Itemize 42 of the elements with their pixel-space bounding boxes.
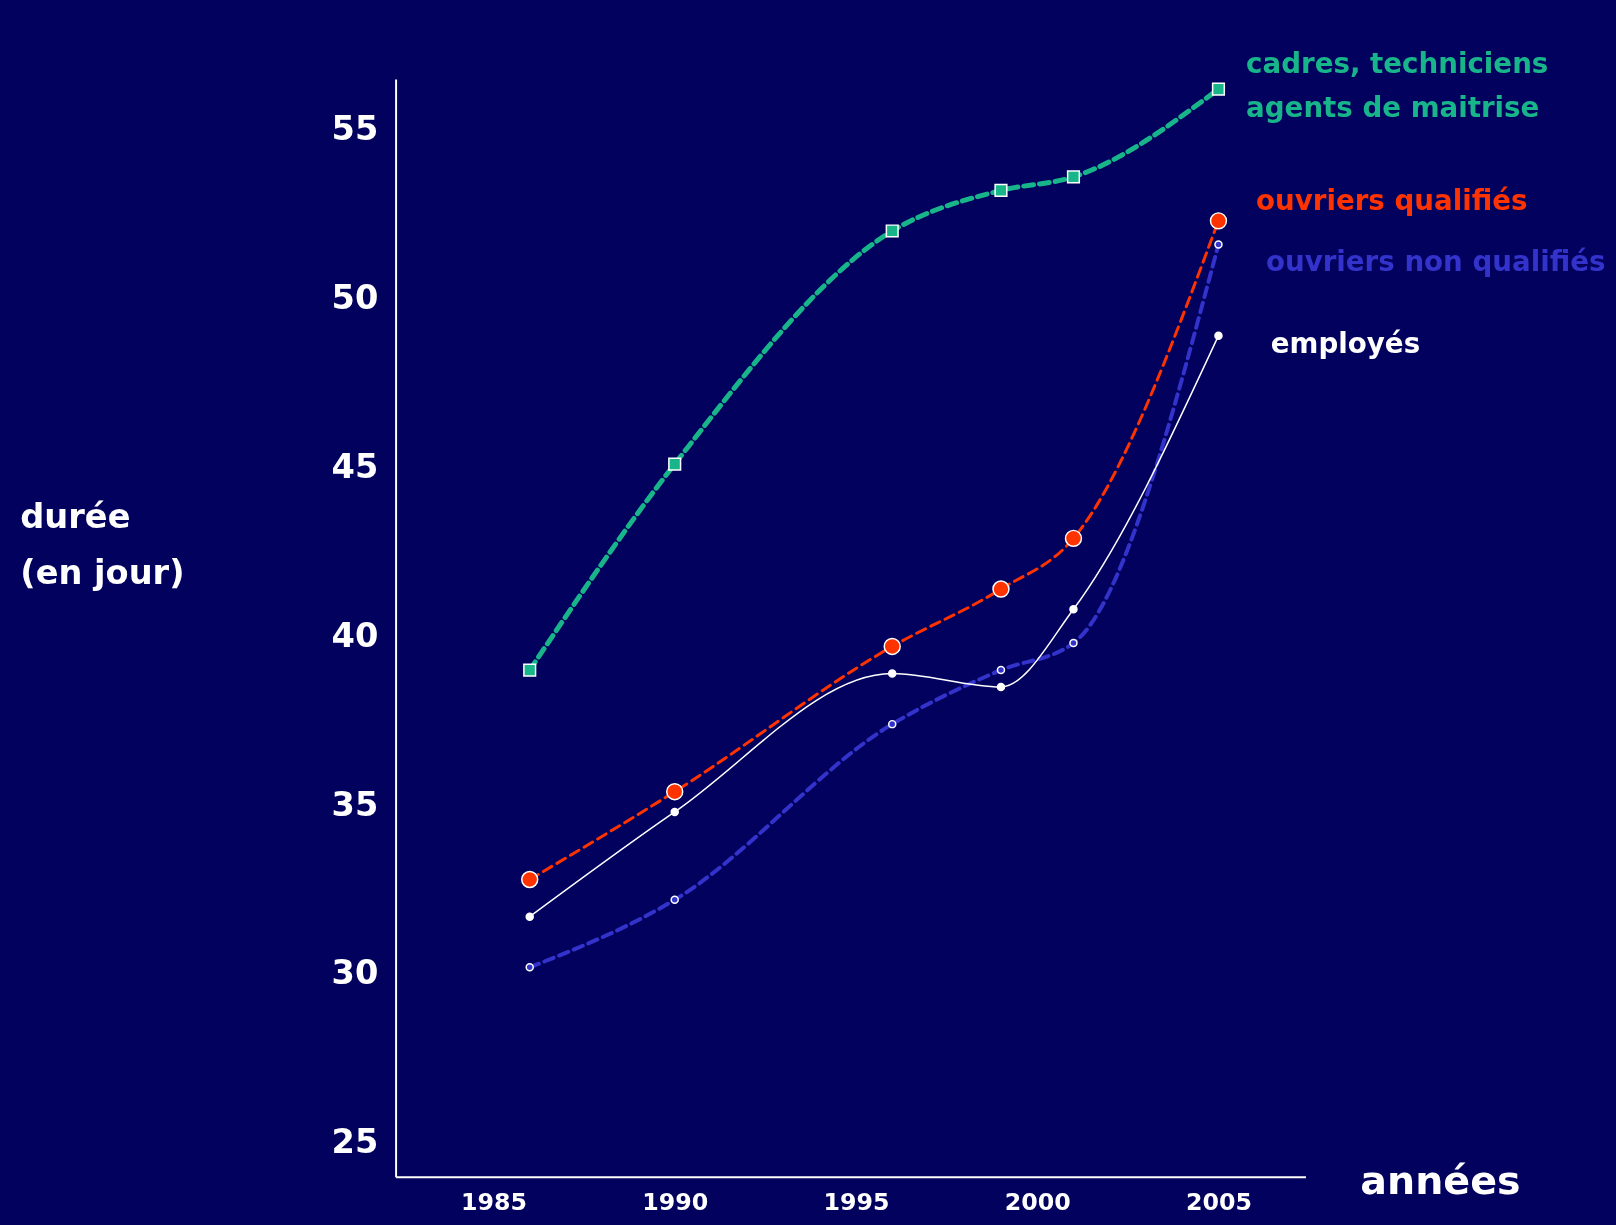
- x-tick-label: 1985: [460, 1187, 527, 1216]
- series-label: cadres, techniciens agents de maitrise: [1246, 47, 1549, 124]
- point: [525, 912, 534, 921]
- x-tick-label: 2005: [1185, 1187, 1252, 1216]
- point: [1064, 529, 1083, 548]
- y-tick-label: 50: [331, 277, 379, 317]
- point: [668, 457, 682, 471]
- point: [1069, 638, 1078, 648]
- point: [887, 669, 897, 678]
- point: [1214, 240, 1223, 249]
- point: [992, 580, 1010, 598]
- point: [994, 183, 1008, 198]
- point: [1214, 331, 1223, 340]
- series-label: employés: [1270, 326, 1421, 360]
- y-axis-title: durée (en jour): [20, 497, 185, 592]
- y-tick-label: 25: [331, 1122, 379, 1162]
- point: [885, 224, 899, 238]
- point: [666, 782, 684, 801]
- point: [523, 663, 537, 677]
- y-tick-label: 35: [331, 784, 379, 824]
- point: [996, 682, 1006, 692]
- x-tick-label: 1995: [823, 1187, 890, 1216]
- point: [1066, 170, 1081, 184]
- y-tick-label: 55: [331, 109, 379, 149]
- point: [670, 807, 679, 817]
- point: [883, 637, 901, 656]
- point: [1211, 82, 1226, 96]
- x-tick-label: 1990: [642, 1187, 709, 1216]
- point: [887, 719, 897, 729]
- point: [1069, 605, 1078, 614]
- series-label: ouvriers qualifiés: [1256, 183, 1528, 217]
- x-axis-title: années: [1360, 1157, 1521, 1204]
- y-tick-label: 30: [331, 953, 379, 993]
- point: [521, 870, 539, 889]
- point: [1209, 212, 1228, 230]
- x-tick-label: 2000: [1004, 1187, 1071, 1216]
- y-tick-label: 40: [331, 615, 379, 655]
- point: [670, 895, 679, 904]
- point: [996, 665, 1006, 675]
- point: [525, 963, 534, 972]
- series-label: ouvriers non qualifiés: [1265, 244, 1606, 278]
- y-tick-label: 45: [331, 446, 379, 486]
